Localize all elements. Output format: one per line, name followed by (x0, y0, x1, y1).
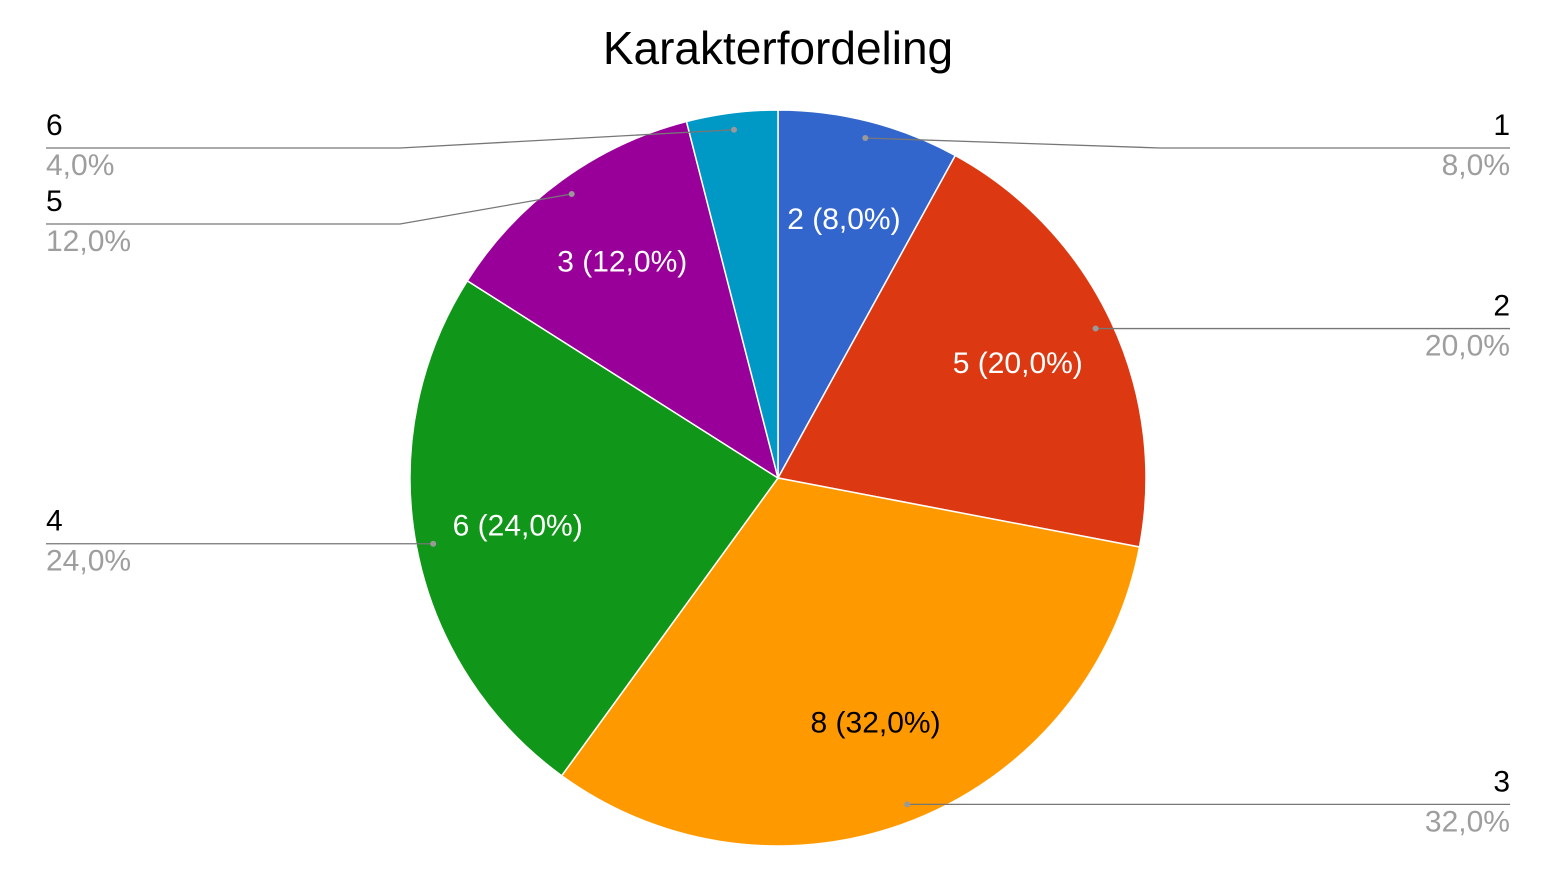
value-label: 8 (32,0%) (811, 706, 941, 739)
percent-label: 4,0% (46, 149, 114, 182)
value-label: 5 (20,0%) (953, 347, 1083, 380)
percent-label: 8,0% (1442, 149, 1510, 182)
value-label: 6 (24,0%) (453, 510, 583, 543)
pie-slice (560, 477, 1141, 847)
legend-label: 6 (46, 109, 63, 142)
leader-dot (430, 540, 437, 547)
pie-slice (777, 109, 957, 479)
pie-slice (466, 120, 780, 480)
leader-line (865, 137, 1510, 149)
chart-title: Karakterfordeling (603, 22, 953, 74)
leader-line (46, 193, 572, 225)
value-label: 3 (12,0%) (557, 246, 687, 279)
percent-label: 32,0% (1425, 805, 1510, 838)
legend-label: 4 (46, 505, 63, 538)
leader-dot (862, 135, 869, 142)
leader-dot (568, 191, 575, 198)
leader-dot (904, 801, 911, 808)
pie-slice (685, 109, 779, 479)
pie-slice (409, 279, 780, 777)
legend-label: 2 (1493, 289, 1510, 322)
leader-line (46, 129, 735, 149)
legend-label: 5 (46, 185, 63, 218)
pie-slice (776, 154, 1147, 548)
percent-label: 24,0% (46, 545, 131, 578)
leader-dot (731, 126, 738, 133)
percent-label: 12,0% (46, 225, 131, 258)
percent-label: 20,0% (1425, 329, 1510, 362)
leader-dot (1092, 325, 1099, 332)
value-label: 2 (8,0%) (787, 203, 900, 236)
legend-label: 1 (1493, 109, 1510, 142)
legend-label: 3 (1493, 765, 1510, 798)
